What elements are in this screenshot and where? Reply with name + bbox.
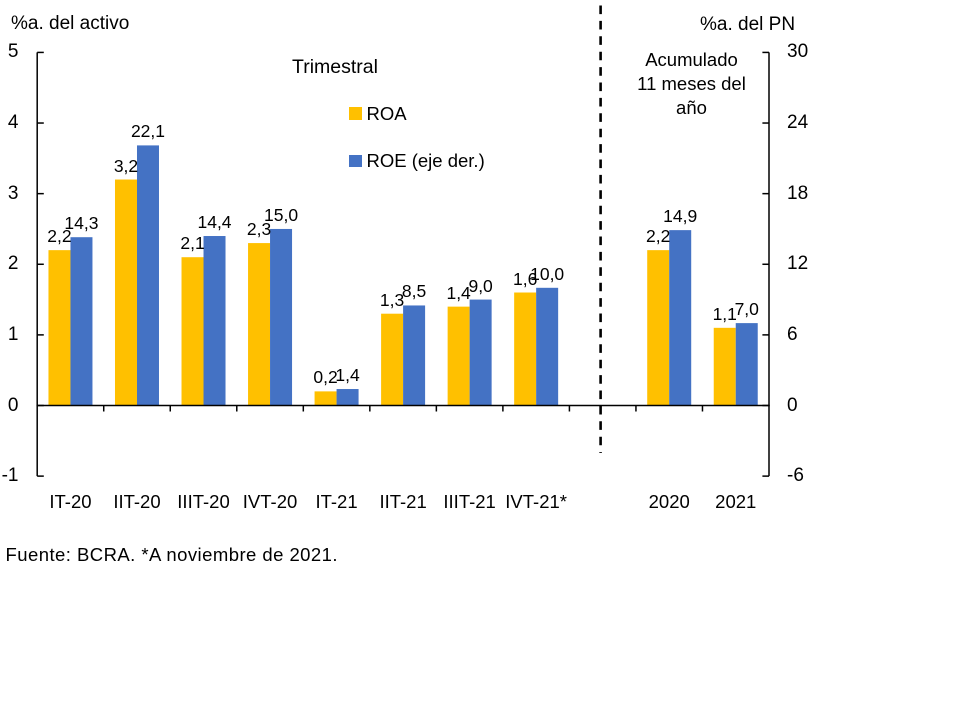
data-label-roa: 1,3 [379, 289, 405, 310]
left-axis-title: %a. del activo [11, 12, 130, 34]
left-axis-tick-label: 2 [7, 253, 19, 275]
right-axis-tick-label: 30 [787, 41, 809, 63]
data-label-roe: 14,4 [197, 212, 232, 233]
bar-roe-IT-20 [70, 237, 93, 406]
right-axis-title: %a. del PN [700, 13, 796, 35]
left-axis-tick-label: 3 [7, 182, 19, 204]
bar-roa-2021 [713, 327, 736, 406]
data-label-roa: 1,6 [512, 268, 538, 289]
data-label-roa: 3,2 [113, 155, 139, 176]
data-label-roa: 2,2 [47, 226, 72, 247]
x-axis-label-IT-20: IT-20 [49, 491, 92, 513]
data-label-roa: 0,2 [313, 367, 338, 388]
bar-roa-2020 [647, 250, 670, 406]
data-label-roe: 8,5 [401, 281, 427, 302]
roe-legend-swatch-icon [349, 154, 362, 167]
right-axis-tick-label: -6 [787, 465, 804, 487]
data-label-roe: 14,3 [64, 213, 99, 234]
bar-roe-IVT-20 [270, 228, 293, 406]
x-axis-label-2021: 2021 [715, 491, 757, 513]
data-label-roe: 22,1 [130, 121, 166, 142]
x-axis-label-IIT-21: IIT-21 [379, 491, 427, 513]
data-label-roa: 2,1 [180, 233, 205, 254]
x-axis-label-IIIT-20: IIIT-20 [177, 491, 230, 513]
right-axis-tick-label: 0 [787, 394, 798, 416]
bar-roe-IIT-20 [136, 145, 159, 406]
source-note: Fuente: BCRA. *A noviembre de 2021. [5, 544, 338, 565]
bar-roa-IIT-21 [381, 313, 404, 406]
left-axis-tick-label: 5 [7, 41, 19, 63]
data-label-roa: 1,1 [712, 303, 737, 324]
data-label-roe: 15,0 [264, 204, 299, 225]
data-label-roe: 7,0 [734, 299, 759, 320]
right-axis-tick-label: 12 [787, 253, 809, 275]
right-axis-tick-label: 24 [787, 112, 809, 134]
bar-roa-IVT-21* [514, 292, 537, 406]
x-axis-label-IVT-20: IVT-20 [242, 491, 298, 513]
data-label-roe: 1,4 [335, 365, 360, 386]
data-label-roa: 2,3 [246, 219, 272, 240]
bar-roa-IT-20 [48, 250, 71, 406]
bar-roe-IIT-21 [403, 305, 426, 406]
section-label-accumulated: Acumulado 11 meses del año [637, 49, 746, 118]
x-axis-label-IT-21: IT-21 [315, 491, 358, 513]
left-axis-tick-label: -1 [1, 465, 19, 487]
roa-legend-swatch-icon [349, 107, 362, 120]
data-label-roe: 9,0 [468, 275, 493, 296]
roe-legend-label: ROE (eje der.) [366, 150, 485, 171]
bar-roe-IIIT-21 [469, 299, 492, 406]
roa-legend-label: ROA [366, 102, 407, 124]
bar-roe-IT-21 [336, 389, 359, 406]
x-axis-label-IVT-21*: IVT-21* [505, 491, 567, 513]
data-label-roa: 2,2 [646, 226, 671, 247]
bar-roa-IT-21 [314, 391, 337, 406]
data-label-roe: 10,0 [530, 263, 565, 284]
left-axis-tick-label: 0 [7, 394, 19, 416]
left-axis-tick-label: 4 [7, 112, 19, 134]
section-label-quarterly: Trimestral [292, 56, 378, 78]
bar-roa-IVT-20 [248, 243, 271, 406]
data-label-roa: 1,4 [446, 282, 471, 303]
x-axis-label-IIIT-21: IIIT-21 [443, 491, 496, 513]
bar-roe-IVT-21* [536, 287, 559, 406]
data-label-roe: 14,9 [663, 206, 698, 227]
right-axis-tick-label: 6 [787, 323, 798, 345]
bar-roe-2021 [735, 323, 758, 406]
bar-roa-IIIT-20 [181, 257, 204, 406]
bar-roe-IIIT-20 [203, 236, 226, 406]
bar-roa-IIIT-21 [447, 306, 470, 406]
x-axis-label-IIT-20: IIT-20 [113, 491, 161, 513]
bar-roa-IIT-20 [114, 179, 137, 406]
left-axis-tick-label: 1 [7, 323, 19, 345]
right-axis-tick-label: 18 [787, 182, 809, 204]
x-axis-label-2020: 2020 [648, 491, 690, 513]
bar-roe-2020 [669, 230, 692, 406]
